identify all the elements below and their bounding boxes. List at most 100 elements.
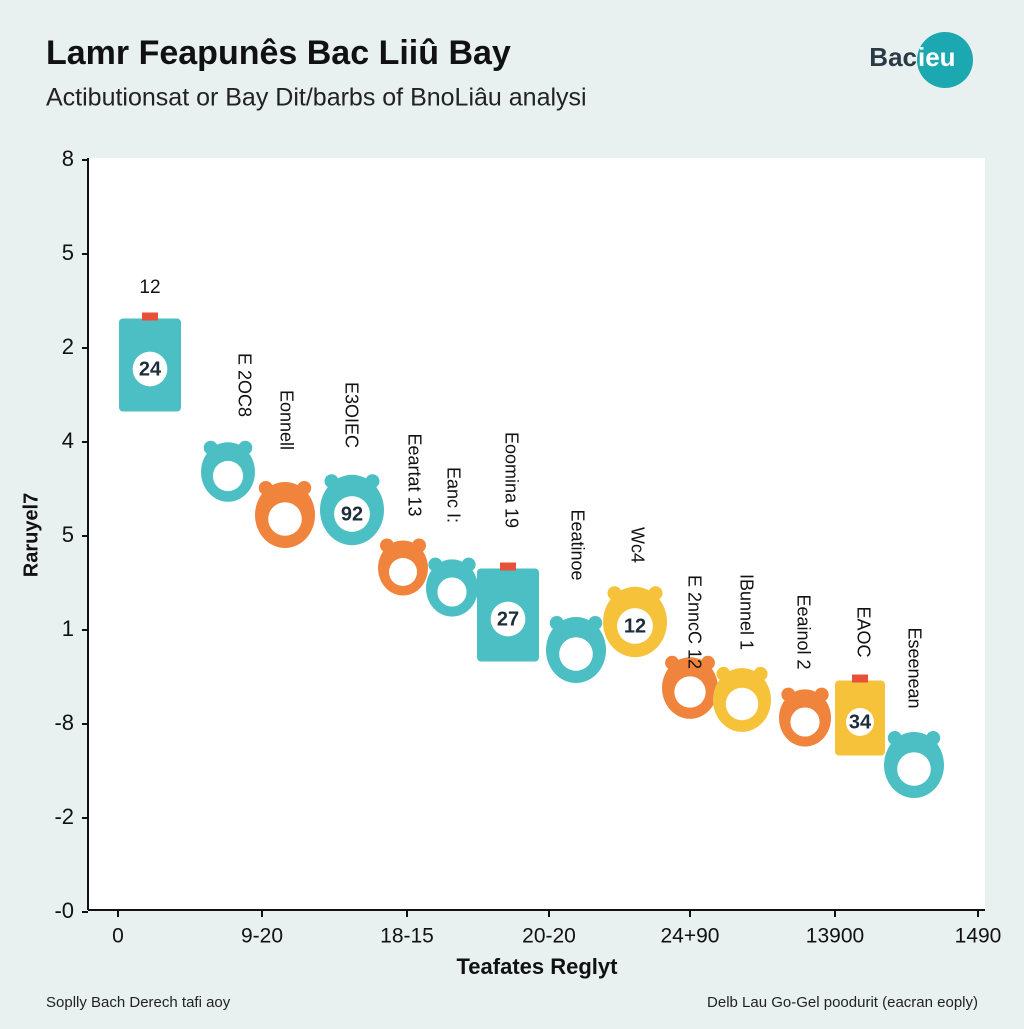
x-tick-label: 1490 [955,925,1002,948]
item-label: Eoomina 19 [501,432,521,528]
character-face [132,351,168,387]
y-tick-label: -2 [54,804,74,829]
character-ear [461,557,476,572]
character [779,687,831,747]
item-label: Eanc I: [443,467,463,523]
badge: 34 [849,711,872,733]
footer-right: Delb Lau Go-Gel poodurit (eacran eoply) [707,994,978,1011]
character-ear [700,655,715,670]
character [378,538,428,596]
badge: 24 [139,358,162,380]
character: 24 [119,312,181,412]
character-face [437,577,467,607]
character-face [389,558,417,586]
character-ear [753,666,768,681]
item-label: Eeartat 13 [404,433,424,516]
badge: 92 [341,503,363,525]
character-ear [716,666,731,681]
title: Lamr Feapunês Bac Liiû Bay [46,34,511,72]
character-face [617,608,653,644]
character-ear [203,440,218,455]
item-label: Eseenean [904,627,924,708]
character [884,731,944,798]
character-ear [665,655,680,670]
character-face [790,707,820,737]
character-ear [297,481,312,495]
logo-circle [917,32,973,88]
character-ear [258,481,273,495]
x-tick-label: 9-20 [241,925,283,948]
character-ear [607,586,622,601]
item-label: EAOC [853,606,873,657]
x-axis-label: Teafates Reglyt [457,954,619,979]
character-top [142,312,158,321]
character [426,557,478,617]
x-tick-label: 18-15 [380,925,434,948]
y-tick-label: 8 [62,146,74,171]
logo-left: Bac [869,42,917,72]
character-top [500,562,516,571]
item-label: IBunnel 1 [736,574,756,650]
character [255,481,315,548]
character-top [852,674,868,683]
character-face [212,460,244,492]
y-tick-label: 4 [62,428,74,453]
character-ear [412,538,426,553]
badge: 27 [497,608,519,630]
y-tick-label: 5 [62,522,74,547]
character-ear [549,616,564,630]
character-face [559,637,593,671]
footer-left: Soplly Bach Derech tafi aoy [46,994,231,1011]
y-tick-label: 5 [62,240,74,265]
subtitle: Actibutionsat or Bay Dit/barbs of BnoLiâ… [46,84,587,112]
character-ear [648,586,663,601]
item-label: Wc4 [627,527,647,563]
item-label: E3OIEC [341,382,361,448]
badge: 12 [624,615,646,637]
character-ear [781,687,796,702]
x-tick-label: 24+90 [661,925,720,948]
character-ear [887,731,902,745]
x-tick-label: 0 [112,925,124,948]
character-ear [238,440,253,455]
plot-area [88,158,985,910]
character-ear [926,731,941,745]
character-ear [428,557,443,572]
item-label: E 2OC8 [234,353,254,417]
y-axis-label: Raruyel7 [20,493,42,578]
character: 12 [603,586,667,658]
character-ear [814,687,829,702]
x-tick-label: 20-20 [522,925,576,948]
character-face [490,601,526,637]
item-label: Eeatinoe [567,509,587,580]
x-tick-label: 13900 [806,925,864,948]
character-face [897,752,931,786]
item-label: Eonnell [276,390,296,450]
character-ear [380,538,394,553]
y-tick-label: 1 [62,616,74,641]
character-ear [588,616,603,630]
character [546,616,606,683]
character [662,655,718,719]
character-ear [365,474,380,489]
character-face [334,496,370,532]
character: 92 [320,474,384,546]
character [713,666,771,732]
y-tick-label: -8 [54,710,74,735]
character: 27 [477,562,539,662]
item-label: E 2nncC 12 [684,575,704,669]
logo-right: ieu [918,42,956,72]
character-face [268,502,302,536]
character-face [846,708,874,736]
character-face [674,676,706,708]
y-tick-label: 2 [62,334,74,359]
character [201,440,255,502]
item-label: 12 [139,277,160,298]
character-face [725,687,759,721]
character: 34 [835,674,885,756]
character-ear [324,474,339,489]
y-tick-label: -0 [54,898,74,923]
